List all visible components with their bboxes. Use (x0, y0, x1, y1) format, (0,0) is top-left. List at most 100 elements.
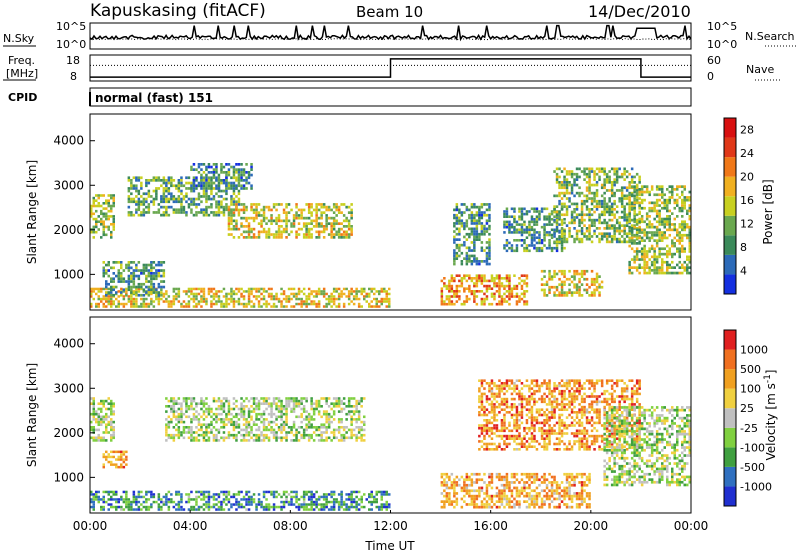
data-cell (370, 495, 373, 499)
data-cell (666, 209, 669, 213)
data-cell (147, 205, 151, 209)
data-cell (603, 178, 606, 181)
data-cell (165, 290, 168, 293)
data-cell (468, 287, 471, 290)
data-cell (167, 205, 171, 209)
data-cell (378, 292, 381, 296)
data-cell (195, 176, 198, 180)
data-cell (112, 493, 115, 496)
data-cell (162, 295, 166, 298)
data-cell (678, 225, 681, 229)
data-cell (568, 172, 571, 176)
data-cell (142, 272, 146, 275)
data-cell (130, 280, 133, 283)
data-cell (110, 302, 113, 306)
noise-left-tick-high: 10^5 (56, 20, 86, 33)
data-cell (205, 423, 208, 426)
data-cell (585, 283, 589, 286)
noise-panel: N.Sky 10^5 10^0 10^5 10^0 N.Search (3, 20, 797, 51)
data-cell (332, 211, 336, 214)
data-cell (285, 297, 288, 301)
data-cell (463, 300, 466, 303)
data-cell (210, 205, 213, 209)
data-cell (560, 239, 564, 242)
data-cell (155, 263, 158, 267)
data-cell (280, 305, 283, 308)
data-cell (610, 194, 614, 198)
data-cell (638, 178, 641, 181)
data-cell (275, 233, 278, 236)
data-cell (205, 195, 208, 198)
data-cell (475, 222, 479, 225)
data-cell (625, 221, 629, 225)
data-cell (355, 290, 358, 293)
data-cell (578, 277, 581, 281)
data-cell (180, 412, 183, 416)
data-cell (180, 176, 183, 180)
data-cell (325, 302, 328, 306)
data-cell (565, 237, 569, 241)
data-cell (285, 498, 288, 501)
data-cell (252, 500, 256, 504)
data-cell (160, 293, 163, 297)
data-cell (175, 415, 178, 419)
data-cell (220, 165, 223, 169)
data-cell (593, 288, 596, 292)
data-cell (518, 223, 521, 226)
data-cell (272, 495, 276, 499)
data-cell (162, 495, 166, 499)
data-cell (242, 225, 246, 228)
data-cell (673, 198, 676, 202)
data-cell (568, 269, 571, 273)
data-cell (110, 207, 113, 210)
data-cell (280, 402, 283, 405)
data-cell (102, 207, 105, 210)
data-cell (315, 290, 318, 293)
data-cell (167, 197, 171, 201)
data-cell (563, 191, 566, 195)
data-cell (245, 236, 248, 239)
data-cell (337, 397, 341, 400)
data-cell (97, 412, 100, 416)
data-cell (663, 231, 666, 234)
data-cell (630, 266, 634, 269)
data-cell (120, 495, 123, 499)
data-cell (120, 455, 123, 459)
data-cell (107, 225, 110, 229)
data-cell (135, 200, 138, 204)
data-cell (580, 294, 584, 297)
data-cell (595, 235, 599, 238)
data-cell (235, 163, 238, 166)
data-cell (127, 300, 131, 303)
data-cell (548, 231, 551, 234)
data-cell (165, 195, 168, 198)
data-cell (105, 455, 108, 459)
data-cell (197, 505, 201, 509)
data-cell (458, 290, 461, 293)
data-cell (453, 208, 456, 212)
data-cell (157, 261, 161, 264)
data-cell (257, 236, 261, 239)
data-cell (215, 187, 218, 190)
data-cell (207, 436, 211, 440)
data-cell (443, 300, 446, 303)
data-cell (488, 254, 491, 258)
data-cell (132, 490, 136, 494)
data-cell (237, 189, 241, 193)
data-cell (275, 216, 278, 220)
data-cell (337, 287, 341, 291)
data-cell (573, 221, 576, 225)
data-cell (157, 508, 161, 511)
data-cell (280, 233, 283, 236)
data-cell (127, 297, 131, 301)
data-cell (368, 292, 371, 296)
data-cell (508, 274, 511, 277)
data-cell (342, 500, 346, 504)
data-cell (295, 490, 298, 494)
data-cell (585, 213, 589, 217)
data-cell (605, 224, 609, 227)
data-cell (120, 266, 123, 270)
data-cell (172, 410, 176, 413)
data-cell (222, 493, 226, 496)
data-cell (683, 247, 686, 251)
